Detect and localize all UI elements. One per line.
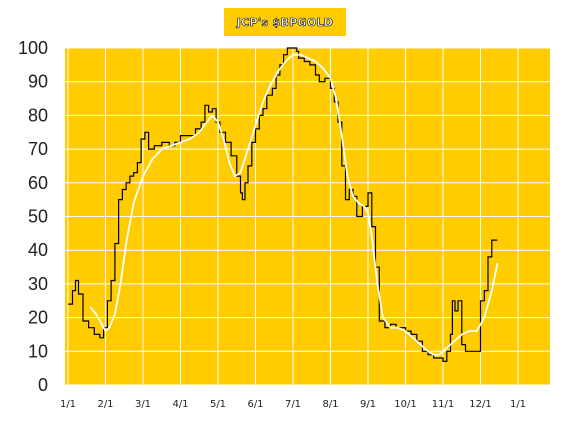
x-tick-label: 12/1 [469, 399, 491, 410]
chart-title-box: JCP's $BPGOLD [224, 8, 346, 36]
x-tick-label: 1/1 [510, 399, 526, 410]
grid [65, 47, 550, 386]
y-tick-label: 100 [18, 38, 48, 58]
y-tick-label: 10 [28, 341, 48, 361]
x-tick-label: 9/1 [360, 399, 376, 410]
y-tick-label: 0 [38, 375, 48, 395]
y-tick-label: 20 [28, 308, 48, 328]
series-layer [68, 47, 499, 362]
x-tick-label: 6/1 [247, 399, 263, 410]
x-tick-label: 8/1 [322, 399, 338, 410]
y-tick-label: 90 [28, 72, 48, 92]
x-tick-label: 10/1 [394, 399, 416, 410]
y-tick-label: 70 [28, 139, 48, 159]
y-tick-label: 40 [28, 240, 48, 260]
y-tick-label: 50 [28, 207, 48, 227]
x-tick-label: 5/1 [210, 399, 226, 410]
x-axis: 1/1 2/1 3/1 4/1 5/1 6/1 7/1 8/1 9/1 10/1 11/1 12/1 1… [60, 399, 526, 410]
x-tick-label: 3/1 [135, 399, 151, 410]
x-tick-label: 1/1 [60, 399, 76, 410]
chart-title: JCP's $BPGOLD [236, 15, 334, 29]
y-tick-label: 80 [28, 105, 48, 125]
y-axis: 0 10 20 30 40 50 60 70 80 90 100 [18, 38, 48, 395]
x-tick-label: 11/1 [432, 399, 454, 410]
x-tick-label: 2/1 [97, 399, 113, 410]
x-tick-label: 4/1 [172, 399, 188, 410]
y-tick-label: 60 [28, 173, 48, 193]
x-tick-label: 7/1 [285, 399, 301, 410]
y-tick-label: 30 [28, 274, 48, 294]
smoothed-line [89, 53, 499, 356]
